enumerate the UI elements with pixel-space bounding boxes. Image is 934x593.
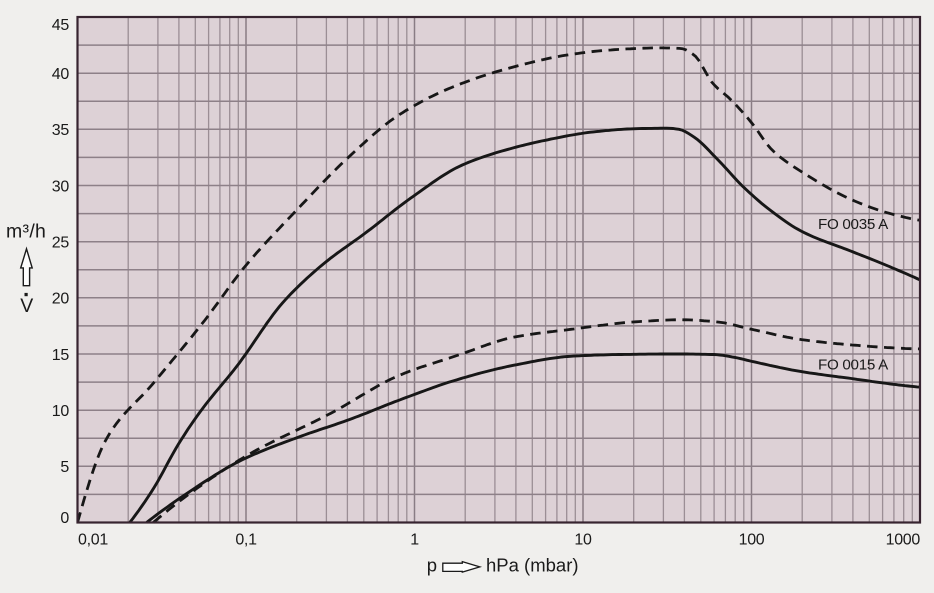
- svg-text:hPa (mbar): hPa (mbar): [486, 555, 579, 576]
- svg-text:40: 40: [52, 66, 70, 83]
- svg-text:20: 20: [52, 291, 70, 308]
- svg-text:FO 0015 A: FO 0015 A: [818, 357, 889, 374]
- svg-text:0: 0: [60, 510, 69, 527]
- svg-text:V: V: [20, 295, 33, 317]
- svg-text:10: 10: [52, 403, 70, 420]
- svg-text:15: 15: [52, 347, 70, 364]
- svg-text:0,1: 0,1: [235, 532, 257, 549]
- svg-text:1000: 1000: [886, 532, 921, 549]
- svg-text:0,01: 0,01: [78, 532, 108, 549]
- svg-text:10: 10: [574, 532, 592, 549]
- svg-text:FO 0035 A: FO 0035 A: [818, 216, 889, 233]
- svg-text:5: 5: [60, 459, 69, 476]
- svg-text:1: 1: [410, 532, 419, 549]
- svg-text:30: 30: [52, 178, 70, 195]
- svg-text:p: p: [427, 555, 437, 576]
- svg-text:100: 100: [739, 532, 765, 549]
- svg-text:25: 25: [52, 235, 70, 252]
- svg-text:45: 45: [52, 17, 70, 34]
- svg-text:35: 35: [52, 122, 70, 139]
- svg-text:m³/h: m³/h: [6, 221, 46, 243]
